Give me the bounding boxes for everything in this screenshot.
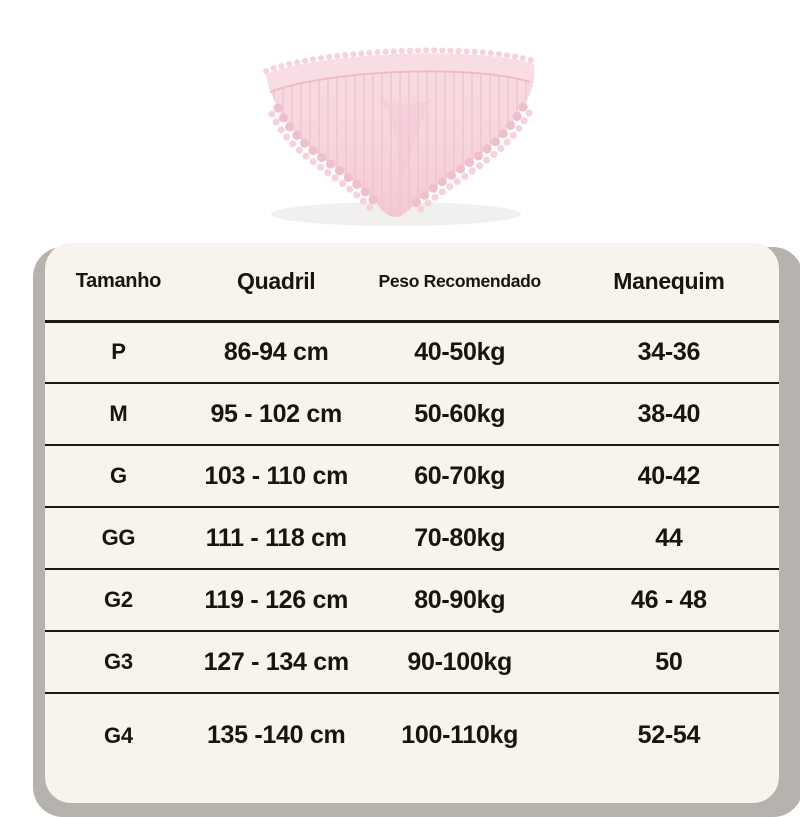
- cell-manequim: 34-36: [637, 337, 701, 366]
- cell-quadril: 119 - 126 cm: [204, 585, 349, 614]
- cell-size: M: [109, 401, 128, 426]
- cell-size: G4: [104, 722, 133, 748]
- table-row-m: M 95 - 102 cm 50-60kg 38-40: [45, 383, 779, 445]
- waistband: [266, 53, 534, 92]
- lace-trim-left: [273, 103, 381, 208]
- cell-quadril: 111 - 118 cm: [205, 523, 347, 552]
- cell-size: P: [111, 339, 126, 365]
- lace-trim-right: [410, 102, 528, 209]
- cell-quadril: 135 -140 cm: [206, 721, 346, 749]
- waistband-seam: [269, 70, 531, 93]
- header-row: Tamanho Quadril Peso Recomendado Manequi…: [45, 243, 779, 321]
- cell-manequim: 40-42: [637, 461, 701, 490]
- cell-size: G3: [104, 649, 133, 674]
- waistband-picot-trim: [263, 47, 537, 74]
- table-row-g3: G3 127 - 134 cm 90-100kg 50: [45, 631, 779, 693]
- cell-size: G2: [104, 587, 133, 612]
- size-chart-table: Tamanho Quadril Peso Recomendado Manequi…: [45, 243, 779, 777]
- cell-quadril: 127 - 134 cm: [203, 647, 349, 676]
- cell-peso: 70-80kg: [414, 523, 506, 552]
- cell-manequim: 52-54: [637, 721, 701, 749]
- col-header-tamanho: Tamanho: [75, 269, 162, 292]
- table-row-p: P 86-94 cm 40-50kg 34-36: [45, 321, 779, 383]
- cell-size: GG: [101, 525, 136, 550]
- cell-manequim: 46 - 48: [631, 585, 707, 614]
- size-chart-card: Tamanho Quadril Peso Recomendado Manequi…: [45, 243, 779, 803]
- cell-peso: 80-90kg: [414, 585, 506, 614]
- table-row-gg: GG 111 - 118 cm 70-80kg 44: [45, 507, 779, 569]
- lace-ruffle-right: [415, 109, 533, 215]
- col-header-quadril: Quadril: [236, 267, 316, 294]
- lace-ruffle-left: [268, 110, 376, 214]
- panty-illustration: [263, 47, 537, 226]
- cell-manequim: 38-40: [637, 399, 701, 428]
- size-chart-page: { "product": { "name": "panty-product-im…: [33, 2, 800, 817]
- cell-manequim: 44: [655, 523, 683, 552]
- table-row-g4: G4 135 -140 cm 100-110kg 52-54: [45, 693, 779, 777]
- table-row-g2: G2 119 - 126 cm 80-90kg 46 - 48: [45, 569, 779, 631]
- cell-peso: 50-60kg: [414, 399, 506, 428]
- panty-product-image: [228, 2, 573, 234]
- cell-quadril: 86-94 cm: [223, 337, 329, 366]
- cell-size: G: [109, 463, 127, 488]
- cell-manequim: 50: [655, 647, 683, 676]
- cell-quadril: 95 - 102 cm: [210, 399, 342, 428]
- table-row-g: G 103 - 110 cm 60-70kg 40-42: [45, 445, 779, 507]
- col-header-manequim: Manequim: [613, 267, 725, 294]
- cell-peso: 60-70kg: [414, 461, 506, 490]
- cell-quadril: 103 - 110 cm: [204, 461, 349, 490]
- fabric-fold-shading: [378, 97, 433, 202]
- cell-peso: 90-100kg: [407, 647, 512, 676]
- col-header-peso-recomendado: Peso Recomendado: [378, 270, 541, 291]
- cell-peso: 40-50kg: [414, 337, 506, 366]
- cell-peso: 100-110kg: [401, 721, 519, 749]
